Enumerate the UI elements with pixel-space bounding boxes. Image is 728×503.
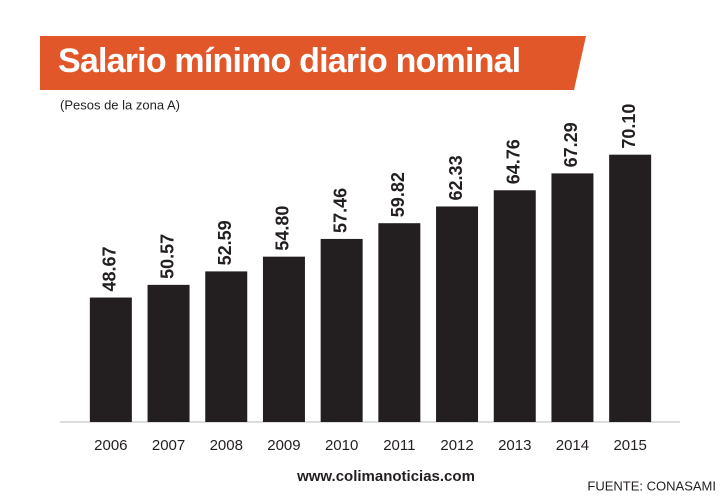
value-label: 48.67 xyxy=(100,246,120,291)
value-label: 62.33 xyxy=(446,155,466,200)
bar xyxy=(147,284,190,422)
bar xyxy=(378,223,421,422)
value-label: 52.59 xyxy=(215,220,235,265)
value-label: 54.80 xyxy=(273,206,293,251)
value-label: 59.82 xyxy=(388,172,408,217)
x-tick-label: 2009 xyxy=(267,437,300,454)
x-tick-label: 2008 xyxy=(210,437,243,454)
bar xyxy=(551,173,594,422)
value-label: 67.29 xyxy=(561,122,581,167)
x-tick-label: 2007 xyxy=(152,437,185,454)
bar xyxy=(436,206,479,422)
bar xyxy=(89,297,132,422)
x-tick-label: 2010 xyxy=(325,437,358,454)
bar xyxy=(262,256,305,422)
x-tick-label: 2006 xyxy=(94,437,127,454)
value-label: 57.46 xyxy=(330,188,350,233)
x-tick-label: 2012 xyxy=(440,437,473,454)
x-tick-label: 2013 xyxy=(498,437,531,454)
bar xyxy=(609,154,652,422)
chart-title: Salario mínimo diario nominal xyxy=(58,42,520,80)
bar xyxy=(320,238,363,422)
value-label: 70.10 xyxy=(619,104,639,149)
value-label: 64.76 xyxy=(504,139,524,184)
x-tick-label: 2014 xyxy=(556,437,589,454)
x-tick-label: 2015 xyxy=(613,437,646,454)
source: FUENTE: CONASAMI xyxy=(587,478,716,493)
chart-subtitle: (Pesos de la zona A) xyxy=(60,97,180,112)
value-label: 50.57 xyxy=(157,234,177,279)
x-tick-label: 2011 xyxy=(383,437,415,454)
title-banner xyxy=(40,36,586,90)
bar xyxy=(205,271,248,422)
bar xyxy=(493,190,536,422)
website: www.colimanoticias.com xyxy=(296,468,475,485)
